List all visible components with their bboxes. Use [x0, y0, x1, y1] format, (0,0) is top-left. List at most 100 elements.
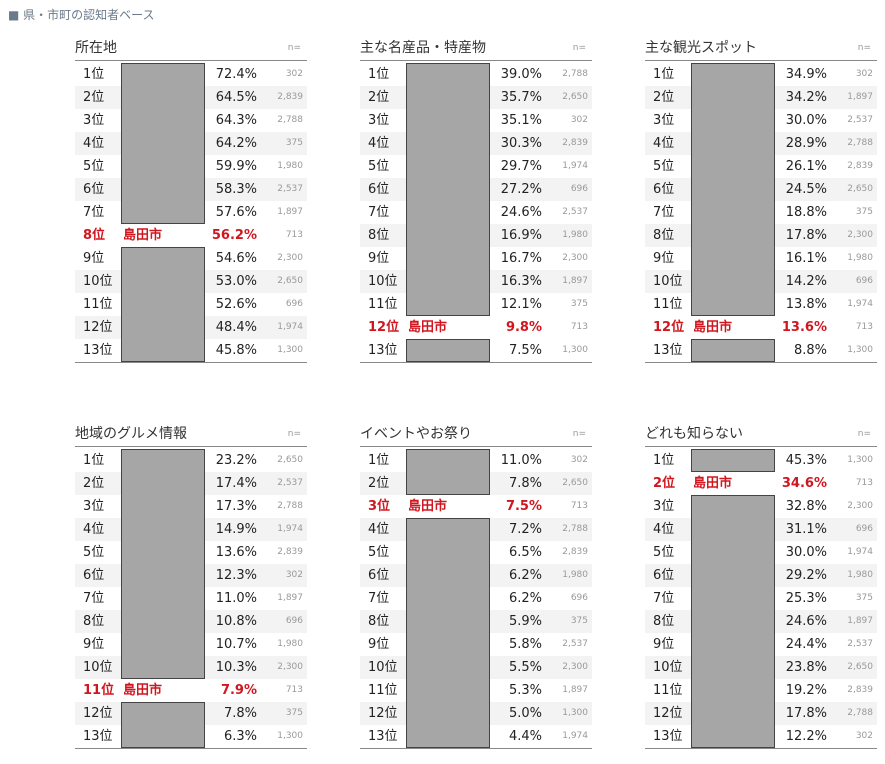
table-bottom-rule: [645, 362, 877, 363]
percent: 53.0%: [215, 274, 257, 289]
rank: 8位: [653, 614, 675, 629]
sample-size: 1,300: [847, 345, 873, 355]
masked-name: [406, 339, 490, 362]
percent: 27.2%: [500, 182, 542, 197]
rank: 12位: [653, 706, 683, 721]
percent: 39.0%: [500, 67, 542, 82]
sample-size: 2,788: [847, 138, 873, 148]
rank: 2位: [653, 90, 675, 105]
table-row: 9位 5.8% 2,537: [360, 633, 592, 656]
percent: 30.0%: [785, 113, 827, 128]
sample-size: 375: [855, 207, 873, 217]
table-row: 9位 16.7% 2,300: [360, 247, 592, 270]
rank: 13位: [653, 729, 683, 744]
sample-size: 1,980: [562, 230, 588, 240]
rank: 10位: [653, 660, 683, 675]
percent: 45.8%: [215, 343, 257, 358]
table-bottom-rule: [360, 362, 592, 363]
percent: 13.6%: [215, 545, 257, 560]
percent: 64.2%: [215, 136, 257, 151]
sample-size: 2,788: [562, 524, 588, 534]
sample-size: 696: [570, 593, 588, 603]
sample-size: 1,897: [847, 616, 873, 626]
percent: 16.1%: [785, 251, 827, 266]
percent: 23.2%: [215, 453, 257, 468]
table-row: 5位 30.0% 1,974: [645, 541, 877, 564]
percent: 11.0%: [500, 453, 542, 468]
masked-name: [406, 63, 490, 316]
sample-size: 2,839: [847, 161, 873, 171]
sample-size: 1,897: [562, 685, 588, 695]
title-text: 主な名産品・特産物: [360, 40, 486, 56]
rank: 10位: [83, 274, 113, 289]
sample-size: 302: [855, 731, 873, 741]
percent: 6.2%: [508, 591, 542, 606]
rank: 12位: [83, 706, 113, 721]
sample-size: 375: [285, 708, 303, 718]
table-row: 1位 11.0% 302: [360, 449, 592, 472]
percent: 7.5%: [508, 343, 542, 358]
table-row: 11位 5.3% 1,897: [360, 679, 592, 702]
table-row: 3位 17.3% 2,788: [75, 495, 307, 518]
percent: 30.0%: [785, 545, 827, 560]
percent: 18.8%: [785, 205, 827, 220]
table-row: 2位 島田市 34.6% 713: [645, 472, 877, 495]
percent: 34.6%: [781, 476, 827, 491]
table-row: 13位 8.8% 1,300: [645, 339, 877, 362]
percent: 4.4%: [508, 729, 542, 744]
rank: 11位: [368, 683, 398, 698]
rank: 9位: [653, 251, 675, 266]
n-header: n=: [857, 429, 871, 439]
rank: 5位: [653, 545, 675, 560]
table-title: 所在地 n=: [75, 36, 307, 61]
rank: 3位: [368, 499, 391, 514]
table-row: 5位 13.6% 2,839: [75, 541, 307, 564]
rank: 11位: [83, 297, 113, 312]
rank: 11位: [653, 297, 683, 312]
table-row: 7位 18.8% 375: [645, 201, 877, 224]
table-row: 12位 島田市 13.6% 713: [645, 316, 877, 339]
table-row: 1位 23.2% 2,650: [75, 449, 307, 472]
percent: 17.8%: [785, 706, 827, 721]
rank: 8位: [653, 228, 675, 243]
sample-size: 2,650: [562, 92, 588, 102]
percent: 7.9%: [220, 683, 257, 698]
rank: 10位: [653, 274, 683, 289]
percent: 10.3%: [215, 660, 257, 675]
rank: 12位: [368, 320, 400, 335]
table-row: 11位 12.1% 375: [360, 293, 592, 316]
sample-size: 2,650: [847, 184, 873, 194]
rank: 5位: [368, 545, 390, 560]
rank: 8位: [83, 614, 105, 629]
sample-size: 2,788: [562, 69, 588, 79]
rank: 13位: [368, 343, 398, 358]
sample-size: 696: [855, 276, 873, 286]
rank: 5位: [83, 545, 105, 560]
table-row: 11位 19.2% 2,839: [645, 679, 877, 702]
sample-size: 1,980: [847, 570, 873, 580]
percent: 14.9%: [215, 522, 257, 537]
rank: 13位: [368, 729, 398, 744]
percent: 24.6%: [785, 614, 827, 629]
sample-size: 2,537: [847, 115, 873, 125]
percent: 14.2%: [785, 274, 827, 289]
table-row: 11位 島田市 7.9% 713: [75, 679, 307, 702]
city-name: 島田市: [693, 320, 733, 335]
table-row: 3位 島田市 7.5% 713: [360, 495, 592, 518]
rank: 4位: [83, 522, 105, 537]
sample-size: 2,300: [847, 501, 873, 511]
rank: 12位: [653, 320, 685, 335]
percent: 52.6%: [215, 297, 257, 312]
rank: 10位: [83, 660, 113, 675]
sample-size: 2,650: [562, 478, 588, 488]
rank: 8位: [368, 614, 390, 629]
sample-size: 2,300: [562, 253, 588, 263]
rank: 7位: [653, 205, 675, 220]
rank: 11位: [368, 297, 398, 312]
rank: 9位: [368, 637, 390, 652]
sample-size: 1,974: [277, 524, 303, 534]
sample-size: 1,980: [277, 161, 303, 171]
sample-size: 375: [855, 593, 873, 603]
percent: 12.3%: [215, 568, 257, 583]
rank: 7位: [83, 205, 105, 220]
